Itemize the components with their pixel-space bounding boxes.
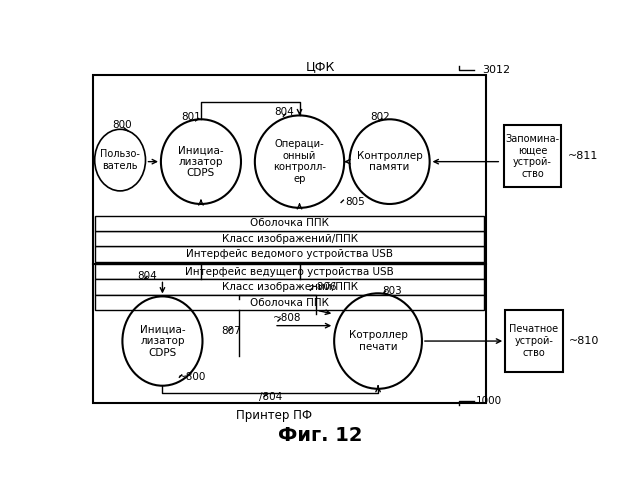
Text: 801: 801 bbox=[182, 112, 202, 122]
Bar bbox=[93, 76, 486, 264]
Text: Печатное
устрой-
ство: Печатное устрой- ство bbox=[509, 324, 559, 358]
Text: Класс изображений/ППК: Класс изображений/ППК bbox=[221, 282, 358, 292]
Bar bbox=[95, 264, 484, 280]
Text: Интерфейс ведущего устройства USB: Интерфейс ведущего устройства USB bbox=[185, 267, 394, 277]
Text: 807: 807 bbox=[221, 326, 241, 336]
Bar bbox=[95, 280, 484, 295]
Text: Котроллер
печати: Котроллер печати bbox=[349, 330, 408, 352]
Text: Запомина-
ющее
устрой-
ство: Запомина- ющее устрой- ство bbox=[506, 134, 559, 178]
Text: ЦФК: ЦФК bbox=[306, 60, 335, 72]
Text: 3012: 3012 bbox=[482, 65, 510, 75]
Text: 803: 803 bbox=[382, 286, 402, 296]
Text: 800: 800 bbox=[113, 120, 132, 130]
Bar bbox=[95, 246, 484, 262]
Text: ~810: ~810 bbox=[569, 336, 600, 346]
Bar bbox=[504, 126, 561, 187]
Text: 804: 804 bbox=[274, 108, 294, 118]
Text: Инициа-
лизатор
CDPS: Инициа- лизатор CDPS bbox=[140, 324, 185, 358]
Text: 802: 802 bbox=[371, 112, 390, 122]
Text: Оболочка ППК: Оболочка ППК bbox=[250, 298, 329, 308]
Text: Контроллер
памяти: Контроллер памяти bbox=[356, 151, 422, 172]
Bar bbox=[95, 231, 484, 246]
Bar bbox=[505, 310, 563, 372]
Text: Класс изображений/ППК: Класс изображений/ППК bbox=[221, 234, 358, 243]
Text: Операци-
онный
контролл-
ер: Операци- онный контролл- ер bbox=[273, 139, 326, 184]
Text: Интерфейс ведомого устройства USB: Интерфейс ведомого устройства USB bbox=[186, 249, 393, 259]
Text: Фиг. 12: Фиг. 12 bbox=[278, 426, 362, 446]
Text: 805: 805 bbox=[345, 198, 365, 207]
Text: Принтер ПФ: Принтер ПФ bbox=[236, 409, 312, 422]
Text: Инициа-
лизатор
CDPS: Инициа- лизатор CDPS bbox=[178, 145, 224, 178]
Text: ~808: ~808 bbox=[273, 313, 301, 323]
Text: Пользо-
ватель: Пользо- ватель bbox=[100, 150, 140, 171]
Text: 804: 804 bbox=[137, 270, 157, 280]
Text: ~811: ~811 bbox=[568, 151, 598, 161]
Bar bbox=[95, 216, 484, 231]
Bar bbox=[95, 295, 484, 310]
Text: ~806: ~806 bbox=[308, 282, 337, 292]
Text: 1000: 1000 bbox=[476, 396, 502, 406]
Text: /804: /804 bbox=[259, 392, 282, 402]
Bar bbox=[93, 264, 486, 402]
Text: ~800: ~800 bbox=[178, 372, 206, 382]
Text: Оболочка ППК: Оболочка ППК bbox=[250, 218, 329, 228]
